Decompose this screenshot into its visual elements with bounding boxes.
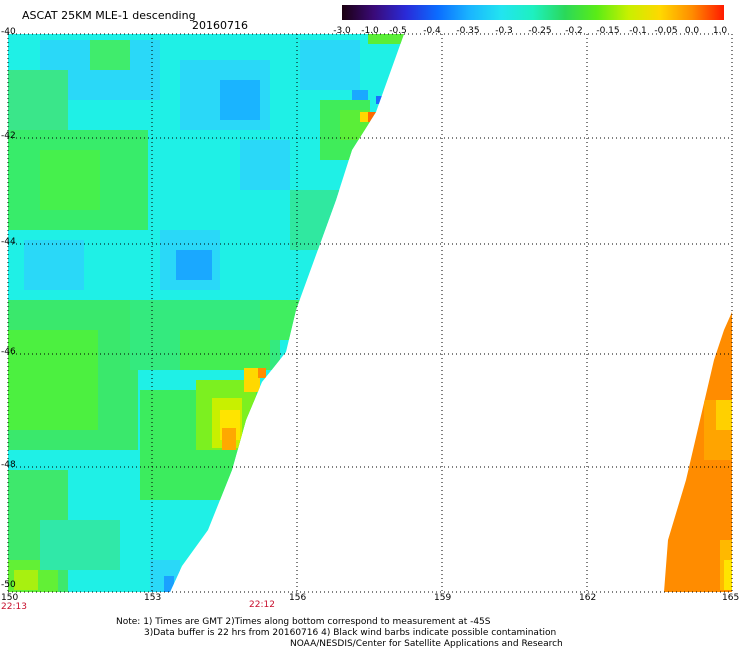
lat-label: -48 bbox=[1, 460, 16, 470]
note-line: Note: 1) Times are GMT 2)Times along bot… bbox=[116, 617, 491, 627]
colorbar-label: -0.35 bbox=[456, 26, 480, 36]
time-label: 22:12 bbox=[249, 600, 275, 610]
colorbar-label: -0.15 bbox=[596, 26, 620, 36]
grid bbox=[7, 33, 733, 593]
colorbar-label: -0.3 bbox=[495, 26, 513, 36]
swath-west bbox=[8, 34, 404, 592]
lat-label: -46 bbox=[1, 347, 16, 357]
map-title: ASCAT 25KM MLE-1 descending bbox=[22, 9, 196, 22]
colorbar-label: 0.0 bbox=[684, 26, 700, 36]
time-label: 22:13 bbox=[1, 602, 27, 612]
lon-label: 162 bbox=[579, 593, 597, 603]
colorbar-label: -1.0 bbox=[361, 26, 379, 36]
note-line: NOAA/NESDIS/Center for Satellite Applica… bbox=[290, 639, 563, 649]
lon-label: 150 bbox=[1, 593, 19, 603]
lat-label: -50 bbox=[1, 580, 16, 590]
lon-label: 156 bbox=[289, 593, 307, 603]
colorbar-gradient bbox=[342, 5, 724, 20]
lat-label: -44 bbox=[1, 237, 16, 247]
colorbar-label: -0.5 bbox=[389, 26, 407, 36]
colorbar-label: -0.4 bbox=[423, 26, 441, 36]
map-date: 20160716 bbox=[192, 19, 248, 32]
colorbar-label: -0.2 bbox=[565, 26, 583, 36]
colorbar-label: -0.1 bbox=[629, 26, 647, 36]
lon-label: 153 bbox=[144, 593, 162, 603]
colorbar-label: -0.25 bbox=[528, 26, 552, 36]
lon-label: 165 bbox=[722, 593, 740, 603]
lat-label: -42 bbox=[1, 131, 16, 141]
colorbar bbox=[342, 5, 724, 20]
lon-label: 159 bbox=[434, 593, 452, 603]
note-line: 3)Data buffer is 22 hrs from 20160716 4)… bbox=[144, 628, 557, 638]
lat-label: -40 bbox=[1, 27, 16, 37]
colorbar-label: -0.05 bbox=[654, 26, 678, 36]
colorbar-label: -3.0 bbox=[333, 26, 351, 36]
colorbar-label: 1.0 bbox=[712, 26, 728, 36]
